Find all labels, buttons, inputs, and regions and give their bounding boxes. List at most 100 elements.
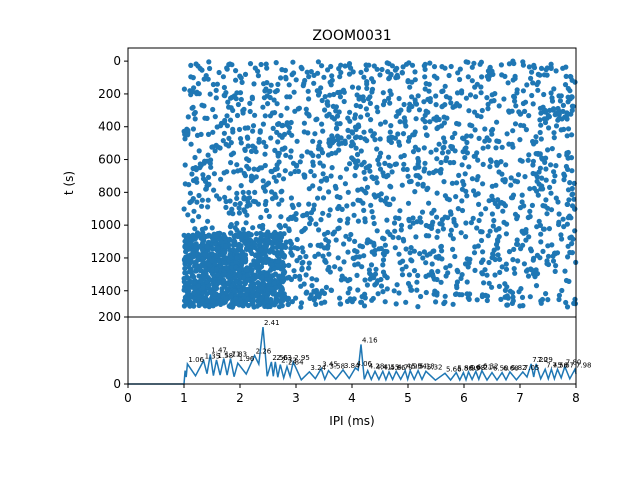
scatter-point: [492, 272, 498, 278]
scatter-point: [307, 221, 313, 227]
scatter-point: [337, 217, 343, 223]
scatter-point: [188, 141, 194, 147]
scatter-point: [434, 156, 440, 162]
scatter-point: [429, 261, 435, 267]
scatter-point: [405, 200, 412, 206]
scatter-point: [365, 237, 371, 243]
scatter-point: [538, 65, 545, 71]
scatter-point: [267, 94, 273, 101]
scatter-point: [374, 180, 380, 186]
scatter-point: [538, 122, 544, 128]
scatter-point: [479, 270, 485, 276]
scatter-point: [323, 237, 329, 243]
scatter-point: [551, 86, 557, 92]
peak-label: 1.35: [205, 353, 221, 361]
scatter-point: [534, 224, 540, 230]
scatter-point: [319, 63, 325, 69]
scatter-point: [286, 125, 293, 131]
scatter-point: [223, 198, 229, 205]
scatter-point: [332, 264, 338, 270]
scatter-point: [569, 241, 575, 247]
scatter-point: [240, 189, 246, 195]
scatter-point: [221, 84, 227, 91]
scatter-point: [302, 172, 308, 178]
scatter-point: [317, 186, 323, 192]
scatter-point: [535, 87, 541, 93]
scatter-point: [342, 181, 348, 187]
scatter-point: [359, 186, 365, 192]
scatter-point: [269, 286, 275, 292]
scatter-point: [396, 290, 402, 296]
scatter-point: [260, 225, 266, 232]
scatter-point: [206, 304, 212, 310]
scatter-point: [515, 172, 522, 178]
scatter-point: [497, 269, 503, 275]
scatter-point: [261, 139, 267, 145]
scatter-point: [241, 274, 247, 280]
y-tick-label: 800: [98, 185, 121, 199]
scatter-point: [205, 76, 211, 82]
scatter-point: [282, 168, 288, 174]
scatter-point: [315, 59, 321, 65]
scatter-point: [533, 151, 539, 157]
scatter-point: [228, 301, 234, 308]
scatter-point: [357, 198, 363, 204]
scatter-point: [493, 145, 499, 151]
scatter-point: [442, 293, 448, 299]
scatter-point: [403, 299, 409, 305]
scatter-point: [306, 112, 312, 118]
scatter-point: [320, 253, 326, 259]
scatter-point: [510, 128, 516, 134]
scatter-point: [506, 249, 513, 255]
peak-label: 2.72: [281, 357, 297, 365]
scatter-point: [261, 81, 267, 87]
scatter-point: [361, 303, 368, 309]
scatter-point: [185, 132, 191, 138]
scatter-point: [426, 170, 432, 176]
scatter-point: [296, 202, 302, 208]
scatter-point: [207, 91, 213, 97]
scatter-point: [380, 289, 386, 295]
scatter-point: [298, 304, 304, 310]
scatter-point: [350, 201, 356, 207]
scatter-point: [435, 228, 441, 234]
scatter-point: [202, 225, 208, 231]
scatter-point: [499, 264, 505, 270]
scatter-point: [306, 260, 312, 266]
peak-label: 3.24: [310, 364, 326, 372]
y-tick-label: 600: [98, 153, 121, 167]
peak-label: 7.20: [532, 356, 548, 364]
scatter-point: [483, 292, 489, 298]
peak-label: 4.28: [369, 363, 385, 371]
scatter-point: [420, 255, 426, 261]
scatter-point: [572, 301, 579, 307]
scatter-point: [193, 259, 199, 265]
scatter-point: [279, 197, 285, 203]
scatter-point: [510, 144, 516, 150]
scatter-point: [354, 92, 360, 98]
scatter-point: [500, 208, 506, 214]
scatter-point: [264, 272, 270, 278]
scatter-point: [289, 252, 295, 258]
scatter-point: [487, 228, 493, 234]
scatter-point: [315, 153, 322, 159]
scatter-point: [210, 303, 216, 309]
scatter-point: [485, 233, 491, 239]
scatter-point: [538, 231, 544, 237]
scatter-point: [405, 138, 412, 144]
scatter-point: [355, 261, 361, 267]
scatter-point: [543, 155, 549, 161]
scatter-point: [191, 111, 197, 117]
scatter-point: [213, 233, 219, 239]
scatter-point: [479, 74, 485, 80]
scatter-point: [442, 299, 448, 305]
scatter-point: [264, 258, 270, 264]
scatter-point: [321, 231, 328, 237]
scatter-point: [225, 274, 231, 280]
scatter-point: [284, 105, 290, 111]
scatter-point: [278, 287, 284, 294]
scatter-point: [364, 282, 370, 288]
scatter-point: [419, 209, 426, 215]
scatter-point: [433, 299, 439, 305]
scatter-point: [471, 188, 477, 194]
